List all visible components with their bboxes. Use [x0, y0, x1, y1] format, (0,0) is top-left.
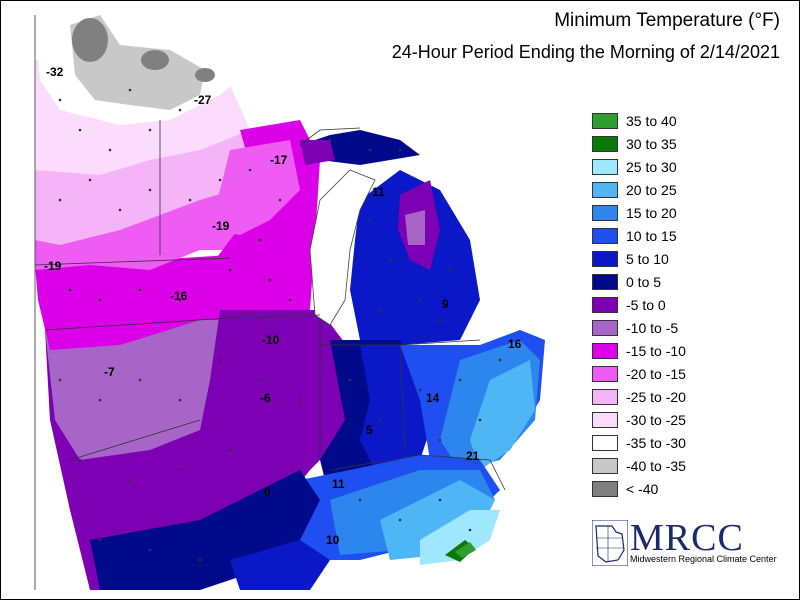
mrcc-logo: MRCC Midwestern Regional Climate Center: [592, 517, 778, 566]
legend-swatch: [592, 480, 618, 497]
value-labels: -32 -27 -17 -19 -19 -16 -10 -7 -6 11 9 1…: [44, 65, 522, 547]
legend-swatch: [592, 388, 618, 405]
map-value: -27: [194, 93, 212, 107]
region-darkgray-1: [72, 18, 108, 62]
legend-item: 10 to 15: [592, 227, 677, 244]
legend-swatch: [592, 273, 618, 290]
legend-item: -5 to 0: [592, 296, 666, 313]
legend-label: 15 to 20: [626, 204, 677, 221]
legend-label: -40 to -35: [626, 457, 686, 474]
legend-item: 15 to 20: [592, 204, 677, 221]
map-value: -10: [262, 333, 280, 347]
legend-item: 30 to 35: [592, 135, 677, 152]
legend-swatch: [592, 204, 618, 221]
map-value: -17: [270, 153, 288, 167]
legend-item: 35 to 40: [592, 112, 677, 129]
legend-label: 20 to 25: [626, 181, 677, 198]
region-wisconsin-pink: [210, 140, 300, 235]
legend-item: -25 to -20: [592, 388, 686, 405]
legend-item: -10 to -5: [592, 319, 678, 336]
map-value: -32: [46, 65, 64, 79]
legend-label: 5 to 10: [626, 250, 669, 267]
map-value: -7: [104, 365, 115, 379]
region-michigan-up-purple: [300, 140, 335, 165]
legend-label: 10 to 15: [626, 227, 677, 244]
region-darkgray-2: [141, 50, 169, 70]
station-dots: [58, 88, 502, 562]
map-value: 21: [466, 449, 480, 463]
legend-swatch: [592, 181, 618, 198]
map-value: 11: [332, 477, 345, 491]
map-value: 5: [366, 423, 373, 437]
region-kentucky-green2: [455, 542, 476, 558]
map-value: 11: [372, 185, 385, 199]
region-lower-michigan-lav: [405, 210, 425, 245]
lake-michigan: [309, 169, 376, 326]
legend-swatch: [592, 434, 618, 451]
legend-label: -10 to -5: [626, 319, 679, 336]
legend-item: 20 to 25: [592, 181, 677, 198]
legend-label: -5 to 0: [626, 296, 666, 313]
region-kentucky-light: [380, 480, 495, 560]
legend-swatch: [592, 296, 618, 313]
map-value: -19: [212, 219, 230, 233]
legend-item: < -40: [592, 480, 658, 497]
map-subtitle: 24-Hour Period Ending the Morning of 2/1…: [391, 42, 780, 62]
legend-label: 25 to 30: [626, 158, 677, 175]
legend-label: -15 to -10: [626, 342, 686, 359]
legend-swatch: [592, 158, 618, 175]
legend-label: -25 to -20: [626, 388, 686, 405]
region-south-purple: [70, 430, 280, 530]
map-value: -16: [170, 289, 188, 303]
region-ohio-light: [470, 360, 535, 470]
map-value: 9: [442, 297, 449, 311]
legend-item: 25 to 30: [592, 158, 677, 175]
legend-swatch: [592, 112, 618, 129]
map-value: 16: [508, 337, 522, 351]
legend-swatch: [592, 365, 618, 382]
legend-item: -40 to -35: [592, 457, 686, 474]
map-value: 0: [264, 485, 271, 499]
region-southeast-blue: [230, 540, 330, 590]
state-borders: [34, 15, 506, 590]
map-value: 14: [426, 391, 440, 405]
map-value: 10: [326, 533, 340, 547]
legend-swatch: [592, 227, 618, 244]
legend-label: < -40: [626, 480, 659, 497]
legend-item: 5 to 10: [592, 250, 669, 267]
legend-swatch: [592, 411, 618, 428]
legend-swatch: [592, 250, 618, 267]
map-value: -6: [260, 391, 271, 405]
legend-swatch: [592, 342, 618, 359]
legend-item: -15 to -10: [592, 342, 686, 359]
legend-swatch: [592, 319, 618, 336]
legend-swatch: [592, 135, 618, 152]
legend-item: -20 to -15: [592, 365, 686, 382]
map-title: Minimum Temperature (°F): [554, 10, 780, 31]
region-kentucky-pale: [420, 510, 500, 565]
legend-swatch: [592, 457, 618, 474]
midwest-region-icon: [592, 520, 628, 566]
legend-item: -35 to -30: [592, 434, 686, 451]
legend-label: 35 to 40: [626, 112, 677, 129]
logo-name: MRCC: [630, 517, 744, 559]
legend-label: 0 to 5: [626, 273, 662, 290]
legend-label: -30 to -25: [626, 411, 686, 428]
logo-subtitle: Midwestern Regional Climate Center: [630, 554, 777, 564]
legend-item: 0 to 5: [592, 273, 661, 290]
legend-label: -20 to -15: [626, 365, 686, 382]
legend-label: 30 to 35: [626, 135, 677, 152]
legend-item: -30 to -25: [592, 411, 686, 428]
legend-label: -35 to -30: [626, 434, 686, 451]
region-darkgray-3: [195, 68, 215, 82]
map-value: -19: [44, 259, 62, 273]
